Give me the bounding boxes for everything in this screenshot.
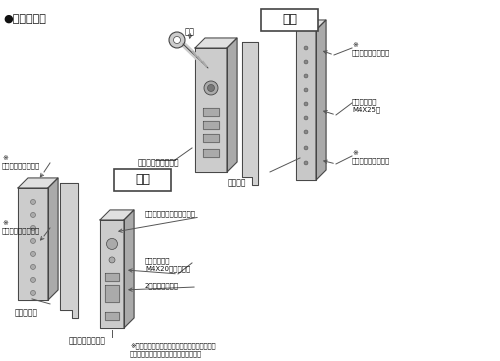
Polygon shape xyxy=(203,134,219,142)
Circle shape xyxy=(304,74,308,78)
Polygon shape xyxy=(203,149,219,157)
Polygon shape xyxy=(203,121,219,129)
Polygon shape xyxy=(124,210,134,328)
Polygon shape xyxy=(242,42,258,185)
Polygon shape xyxy=(18,178,58,188)
Circle shape xyxy=(169,32,185,48)
Polygon shape xyxy=(18,188,48,300)
Circle shape xyxy=(109,257,115,263)
Text: 内側: 内側 xyxy=(135,173,150,186)
Text: 2重ロックツマミ: 2重ロックツマミ xyxy=(145,282,179,288)
Text: 内錠ケース: 内錠ケース xyxy=(15,308,38,317)
Circle shape xyxy=(204,81,218,95)
Polygon shape xyxy=(203,108,219,116)
Circle shape xyxy=(304,60,308,64)
Polygon shape xyxy=(316,20,326,180)
Polygon shape xyxy=(105,312,119,320)
Circle shape xyxy=(30,226,36,230)
Circle shape xyxy=(174,36,180,43)
Polygon shape xyxy=(296,30,316,180)
Polygon shape xyxy=(105,273,119,281)
Polygon shape xyxy=(48,178,58,300)
Circle shape xyxy=(304,46,308,50)
Text: 内錠取付ネジ
M4X20（頭通錠）: 内錠取付ネジ M4X20（頭通錠） xyxy=(145,257,190,272)
Text: ※
ドリルタッピンネジ: ※ ドリルタッピンネジ xyxy=(2,155,40,169)
Circle shape xyxy=(30,239,36,243)
Text: インサイドボディ: インサイドボディ xyxy=(68,336,106,345)
Circle shape xyxy=(304,130,308,134)
Polygon shape xyxy=(296,20,326,30)
Text: 外錠取付ネジ
M4X25皿: 外錠取付ネジ M4X25皿 xyxy=(352,98,380,113)
Text: 外側: 外側 xyxy=(282,13,297,26)
Circle shape xyxy=(304,161,308,165)
Polygon shape xyxy=(105,285,119,302)
Text: キー: キー xyxy=(185,27,195,36)
Text: ※
ドリルタッピンネジ: ※ ドリルタッピンネジ xyxy=(352,150,390,164)
Text: 取付位置合せ、施解錠表示: 取付位置合せ、施解錠表示 xyxy=(145,210,196,217)
Circle shape xyxy=(30,291,36,295)
Circle shape xyxy=(304,88,308,92)
Polygon shape xyxy=(227,38,237,172)
Circle shape xyxy=(304,102,308,106)
Polygon shape xyxy=(100,210,134,220)
Circle shape xyxy=(30,212,36,217)
Text: ※ドリルタッピンネジは取付ネジを締めつけて
　作動を確認してから固定して下さい。: ※ドリルタッピンネジは取付ネジを締めつけて 作動を確認してから固定して下さい。 xyxy=(130,342,216,357)
Circle shape xyxy=(30,199,36,204)
Text: 鍵受け板: 鍵受け板 xyxy=(228,178,246,187)
Circle shape xyxy=(208,84,214,91)
Polygon shape xyxy=(195,48,227,172)
Polygon shape xyxy=(195,38,237,48)
Polygon shape xyxy=(60,183,78,318)
Circle shape xyxy=(304,116,308,120)
Circle shape xyxy=(30,265,36,269)
FancyBboxPatch shape xyxy=(261,9,318,31)
Circle shape xyxy=(304,146,308,150)
Polygon shape xyxy=(100,220,124,328)
FancyBboxPatch shape xyxy=(114,169,171,191)
Circle shape xyxy=(30,252,36,256)
Circle shape xyxy=(30,278,36,282)
Text: ※
ドリルタッピンネジ: ※ ドリルタッピンネジ xyxy=(352,42,390,56)
Text: ※
ドリルタッピンネジ: ※ ドリルタッピンネジ xyxy=(2,220,40,234)
Text: アウトサイドボディ: アウトサイドボディ xyxy=(138,158,179,167)
Text: ●取付概略図: ●取付概略図 xyxy=(3,14,46,24)
Circle shape xyxy=(106,239,118,249)
